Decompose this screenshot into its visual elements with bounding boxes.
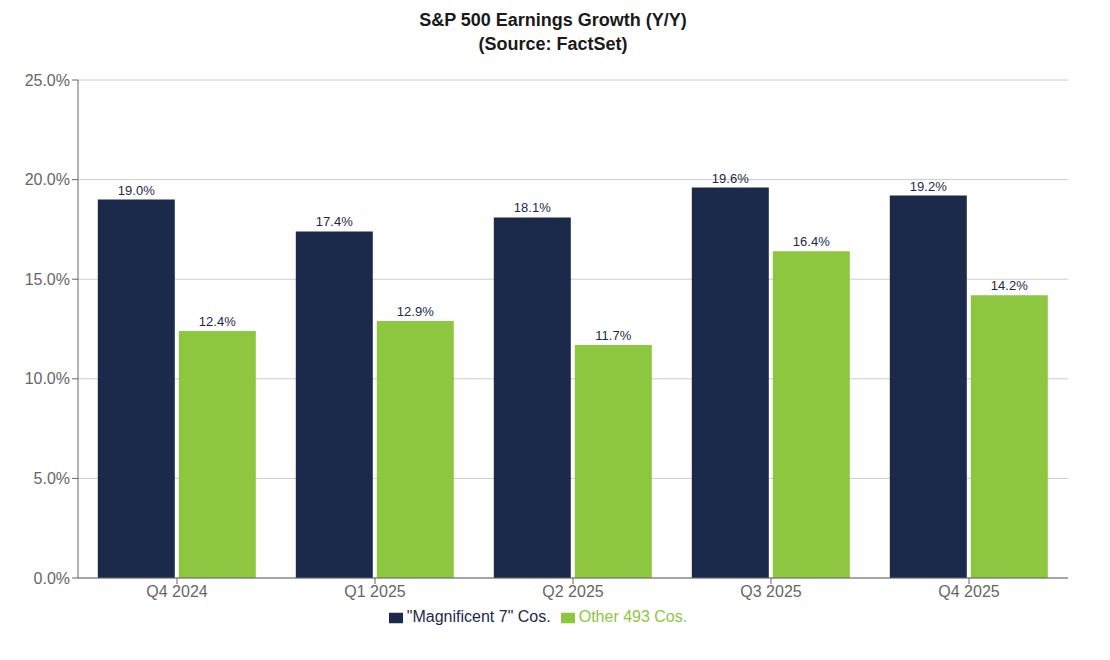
svg-text:15.0%: 15.0% — [25, 271, 70, 288]
svg-text:25.0%: 25.0% — [25, 72, 70, 89]
svg-text:Q2 2025: Q2 2025 — [542, 583, 603, 600]
svg-text:16.4%: 16.4% — [793, 234, 830, 249]
svg-text:Q4 2024: Q4 2024 — [146, 583, 207, 600]
svg-text:Q3 2025: Q3 2025 — [740, 583, 801, 600]
svg-text:18.1%: 18.1% — [514, 200, 551, 215]
svg-text:17.4%: 17.4% — [316, 214, 353, 229]
svg-text:19.2%: 19.2% — [910, 179, 947, 194]
svg-text:Q4 2025: Q4 2025 — [938, 583, 999, 600]
svg-text:Q1 2025: Q1 2025 — [344, 583, 405, 600]
svg-text:19.0%: 19.0% — [118, 183, 155, 198]
svg-text:11.7%: 11.7% — [595, 328, 631, 343]
svg-text:5.0%: 5.0% — [34, 470, 70, 487]
svg-text:19.6%: 19.6% — [712, 171, 749, 186]
html-text:"Magnificent 7" Cos.: "Magnificent 7" Cos. — [406, 608, 551, 625]
html-text:S&P 500 Earnings Growth (Y/Y): S&P 500 Earnings Growth (Y/Y) — [419, 10, 687, 30]
svg-text:14.2%: 14.2% — [991, 278, 1028, 293]
html-text:Other 493 Cos.: Other 493 Cos. — [578, 608, 688, 625]
svg-text:20.0%: 20.0% — [25, 171, 70, 188]
svg-text:10.0%: 10.0% — [25, 370, 70, 387]
svg-text:12.4%: 12.4% — [199, 314, 236, 329]
svg-text:12.9%: 12.9% — [397, 304, 434, 319]
html-text:(Source: FactSet): (Source: FactSet) — [478, 34, 628, 54]
svg-text:0.0%: 0.0% — [34, 570, 70, 587]
